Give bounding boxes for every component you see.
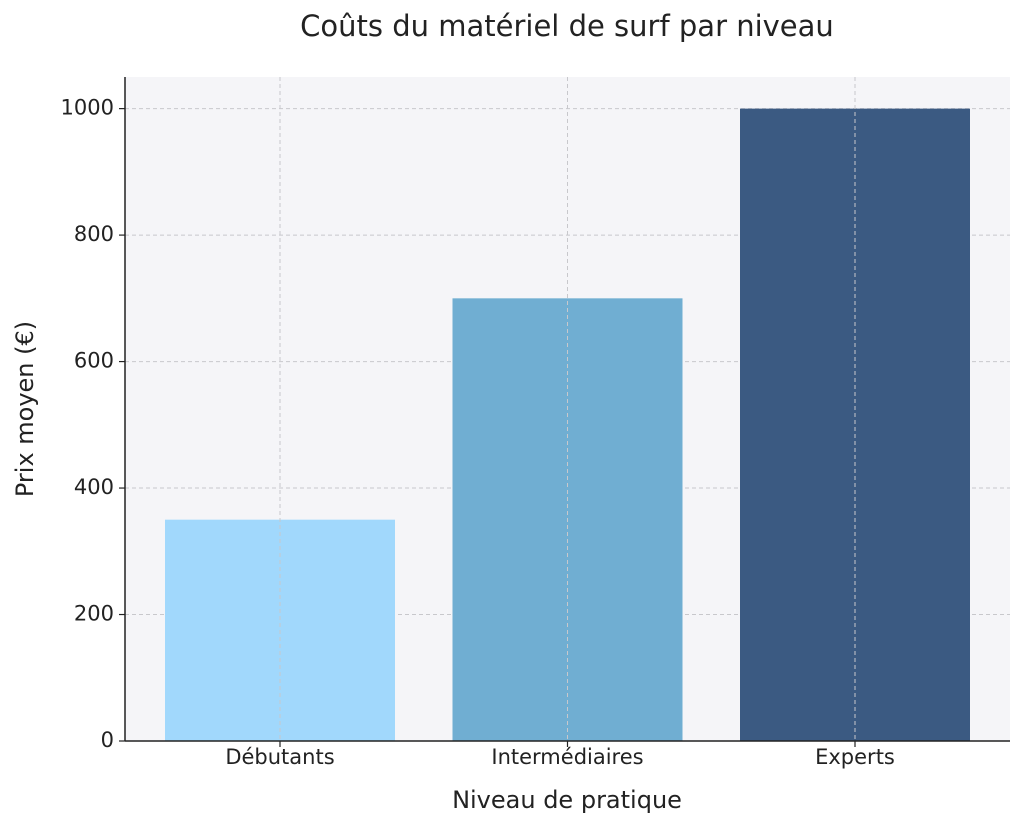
x-axis-label: Niveau de pratique <box>452 786 682 814</box>
y-tick-label: 1000 <box>61 96 114 120</box>
y-tick-label: 600 <box>74 349 114 373</box>
y-axis-label: Prix moyen (€) <box>11 321 39 497</box>
chart-title: Coûts du matériel de surf par niveau <box>300 9 834 43</box>
y-tick-label: 0 <box>101 728 114 752</box>
x-tick-label: Experts <box>815 745 895 769</box>
y-tick-label: 200 <box>74 602 114 626</box>
x-tick-label: Intermédiaires <box>491 745 643 769</box>
y-tick-label: 400 <box>74 475 114 499</box>
x-tick-label: Débutants <box>225 745 334 769</box>
bar <box>740 108 970 742</box>
y-tick-label: 800 <box>74 222 114 246</box>
